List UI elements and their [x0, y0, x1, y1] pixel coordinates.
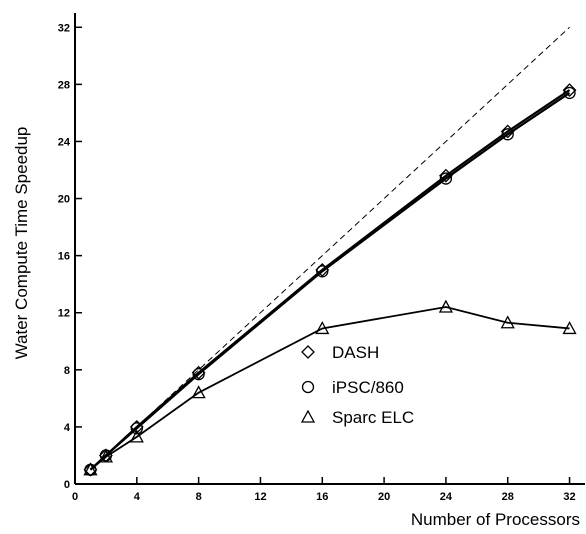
series-dash	[83, 83, 577, 477]
series-sparc-elc	[83, 299, 577, 476]
diamond-marker	[438, 168, 453, 183]
circle-marker	[192, 367, 205, 381]
diamond-marker	[301, 345, 315, 359]
series-line	[89, 89, 571, 471]
circle-marker	[130, 422, 143, 435]
legend: DASH iPSC/860 Sparc ELC	[300, 343, 414, 427]
ideal-speedup-line	[90, 26, 570, 471]
circle-marker	[501, 128, 514, 141]
triangle-marker	[562, 321, 577, 335]
x-tick-label: 20	[378, 491, 390, 503]
x-tick-label: 0	[72, 491, 78, 503]
x-tick-label: 32	[563, 491, 575, 503]
legend-label: DASH	[332, 343, 379, 362]
circle-marker	[316, 265, 329, 278]
triangle-marker	[500, 315, 515, 329]
ideal-line	[90, 26, 570, 471]
legend-item: Sparc ELC	[300, 408, 414, 427]
series-group	[83, 83, 577, 477]
axes: 0 4 8 12 16 20 24 28 32 0 4 8 12 16 20 24 28 32	[58, 13, 585, 503]
series-ipsc-860	[84, 86, 576, 476]
triangle-marker	[191, 385, 206, 399]
x-tick-label: 28	[502, 491, 514, 503]
legend-label: Sparc ELC	[332, 408, 414, 427]
x-tick-label: 12	[254, 491, 266, 503]
legend-label: iPSC/860	[332, 378, 404, 397]
y-tick-label: 4	[64, 422, 71, 434]
diamond-marker	[562, 83, 577, 97]
circle-marker	[439, 172, 453, 185]
x-tick-label: 8	[196, 491, 202, 503]
y-tick-label: 32	[58, 22, 70, 34]
y-tick-label: 0	[64, 479, 70, 491]
y-tick-label: 16	[58, 251, 70, 263]
triangle-marker	[83, 462, 98, 476]
y-tick-label: 28	[58, 79, 70, 91]
y-axis-title: Water Compute Time Speedup	[12, 127, 31, 360]
y-tick-label: 12	[58, 308, 70, 320]
legend-item: iPSC/860	[301, 378, 404, 397]
triangle-marker	[98, 449, 114, 463]
y-tick-label: 24	[58, 136, 71, 148]
triangle-marker	[315, 321, 330, 335]
x-tick-label: 16	[316, 491, 328, 503]
circle-marker	[563, 86, 576, 100]
series-line	[89, 92, 571, 471]
diamond-marker	[500, 124, 515, 139]
triangle-marker	[438, 299, 454, 313]
y-tick-label: 8	[64, 365, 70, 377]
triangle-marker	[129, 429, 144, 443]
x-tick-label: 24	[440, 491, 453, 503]
y-tick-label: 20	[58, 194, 70, 206]
x-tick-label: 4	[134, 491, 141, 503]
circle-marker	[301, 380, 315, 394]
legend-item: DASH	[301, 343, 379, 362]
x-axis-title: Number of Processors	[411, 510, 580, 529]
triangle-marker	[300, 409, 316, 423]
series-line	[89, 306, 570, 471]
